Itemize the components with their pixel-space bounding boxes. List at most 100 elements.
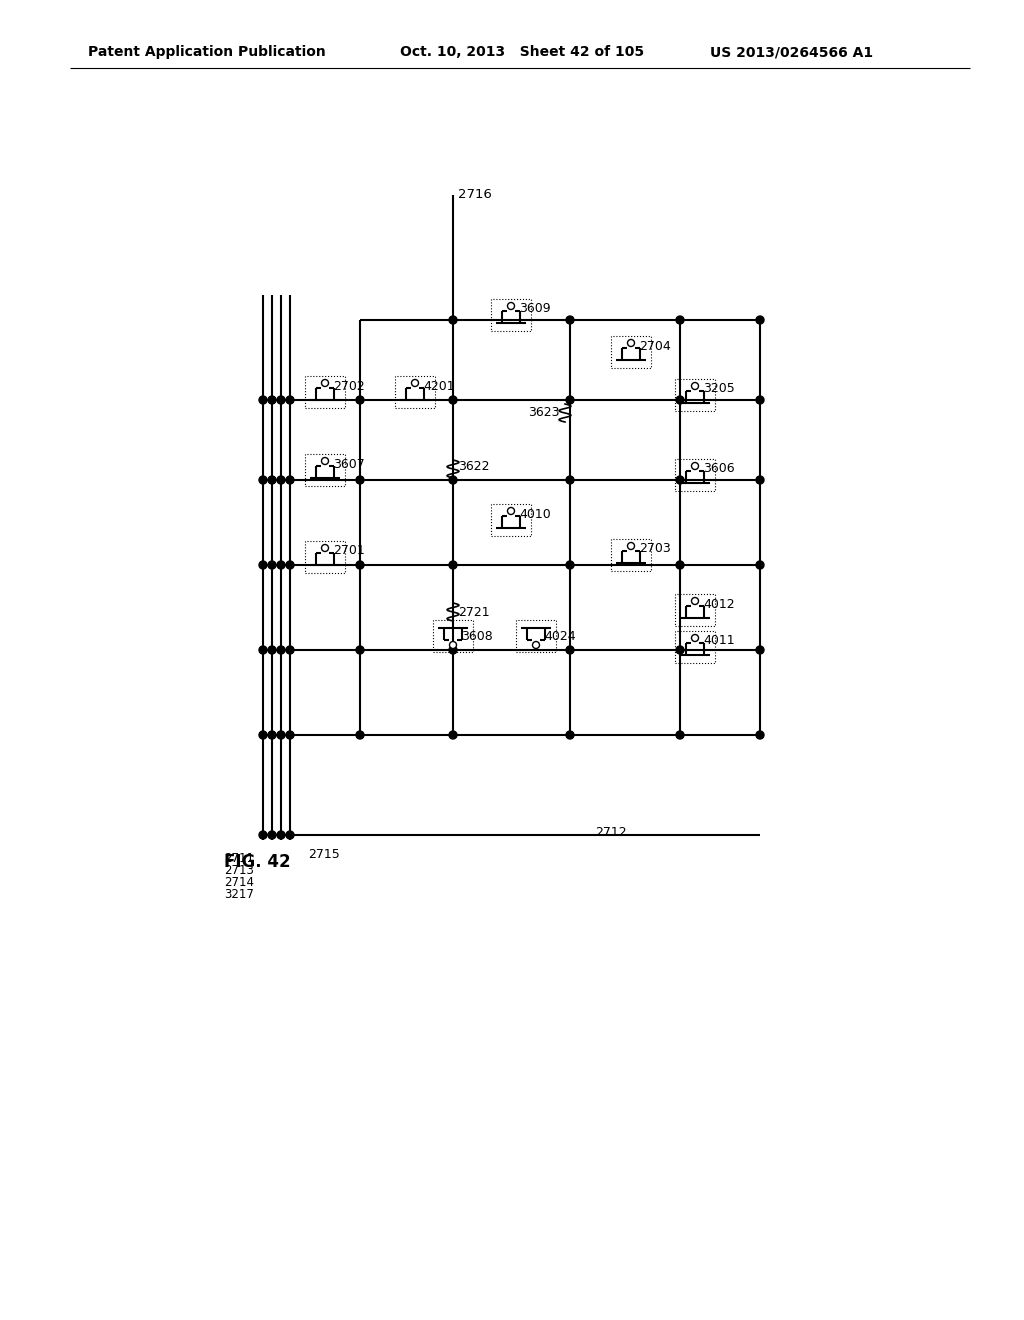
Circle shape — [449, 645, 457, 653]
Circle shape — [268, 645, 276, 653]
Circle shape — [259, 477, 267, 484]
Circle shape — [259, 645, 267, 653]
Text: Patent Application Publication: Patent Application Publication — [88, 45, 326, 59]
Circle shape — [412, 380, 419, 387]
Circle shape — [566, 645, 574, 653]
Circle shape — [566, 561, 574, 569]
Bar — [490, 300, 531, 331]
Circle shape — [449, 731, 457, 739]
Text: 2703: 2703 — [639, 543, 671, 556]
Circle shape — [566, 731, 574, 739]
Text: FIG. 42: FIG. 42 — [224, 853, 291, 871]
Circle shape — [286, 832, 294, 840]
Circle shape — [449, 315, 457, 323]
Circle shape — [286, 396, 294, 404]
Circle shape — [268, 731, 276, 739]
Circle shape — [356, 477, 364, 484]
Circle shape — [756, 645, 764, 653]
Text: 2715: 2715 — [308, 849, 340, 862]
Text: 4010: 4010 — [519, 507, 551, 520]
Circle shape — [268, 477, 276, 484]
Circle shape — [566, 315, 574, 323]
Text: 2716: 2716 — [458, 189, 492, 202]
Circle shape — [278, 731, 285, 739]
Bar — [675, 631, 715, 663]
Text: 3606: 3606 — [703, 462, 734, 475]
Circle shape — [691, 598, 698, 605]
Circle shape — [532, 642, 540, 648]
Bar — [305, 376, 345, 408]
Text: 2711: 2711 — [224, 851, 254, 865]
Text: US 2013/0264566 A1: US 2013/0264566 A1 — [710, 45, 873, 59]
Circle shape — [356, 645, 364, 653]
Bar — [675, 594, 715, 626]
Circle shape — [756, 315, 764, 323]
Circle shape — [676, 396, 684, 404]
Circle shape — [259, 731, 267, 739]
Bar — [305, 541, 345, 573]
Circle shape — [449, 396, 457, 404]
Bar — [611, 337, 651, 368]
Text: 3217: 3217 — [224, 887, 254, 900]
Circle shape — [356, 396, 364, 404]
Circle shape — [259, 832, 267, 840]
Circle shape — [756, 477, 764, 484]
Text: 2701: 2701 — [333, 544, 365, 557]
Bar — [490, 504, 531, 536]
Circle shape — [322, 544, 329, 552]
Circle shape — [691, 635, 698, 642]
Circle shape — [566, 477, 574, 484]
Circle shape — [286, 645, 294, 653]
Circle shape — [322, 380, 329, 387]
Circle shape — [356, 561, 364, 569]
Circle shape — [278, 396, 285, 404]
Circle shape — [268, 561, 276, 569]
Circle shape — [449, 477, 457, 484]
Text: Oct. 10, 2013   Sheet 42 of 105: Oct. 10, 2013 Sheet 42 of 105 — [400, 45, 644, 59]
Text: 2713: 2713 — [224, 863, 254, 876]
Circle shape — [508, 302, 514, 309]
Circle shape — [449, 561, 457, 569]
Text: 3607: 3607 — [333, 458, 365, 470]
Circle shape — [628, 339, 635, 346]
Circle shape — [356, 731, 364, 739]
Circle shape — [676, 645, 684, 653]
Text: 3608: 3608 — [461, 630, 493, 643]
Circle shape — [268, 396, 276, 404]
Circle shape — [259, 561, 267, 569]
Text: 4012: 4012 — [703, 598, 734, 610]
Circle shape — [286, 561, 294, 569]
Circle shape — [691, 462, 698, 470]
Circle shape — [450, 642, 457, 648]
Text: 4201: 4201 — [423, 380, 455, 392]
Bar — [675, 379, 715, 411]
Circle shape — [628, 543, 635, 549]
Bar — [433, 620, 473, 652]
Circle shape — [756, 561, 764, 569]
Text: 2712: 2712 — [595, 826, 627, 840]
Circle shape — [676, 561, 684, 569]
Circle shape — [756, 731, 764, 739]
Circle shape — [676, 731, 684, 739]
Text: 3205: 3205 — [703, 383, 735, 396]
Text: 3609: 3609 — [519, 302, 551, 315]
Text: 3623: 3623 — [528, 405, 559, 418]
Circle shape — [278, 832, 285, 840]
Bar — [675, 459, 715, 491]
Bar — [395, 376, 435, 408]
Circle shape — [566, 396, 574, 404]
Circle shape — [259, 396, 267, 404]
Circle shape — [322, 458, 329, 465]
Circle shape — [268, 832, 276, 840]
Circle shape — [676, 477, 684, 484]
Text: 3622: 3622 — [458, 461, 489, 474]
Bar — [611, 539, 651, 572]
Circle shape — [286, 477, 294, 484]
Circle shape — [508, 507, 514, 515]
Circle shape — [756, 396, 764, 404]
Circle shape — [278, 645, 285, 653]
Circle shape — [691, 383, 698, 389]
Bar — [516, 620, 556, 652]
Circle shape — [286, 731, 294, 739]
Text: 2702: 2702 — [333, 380, 365, 392]
